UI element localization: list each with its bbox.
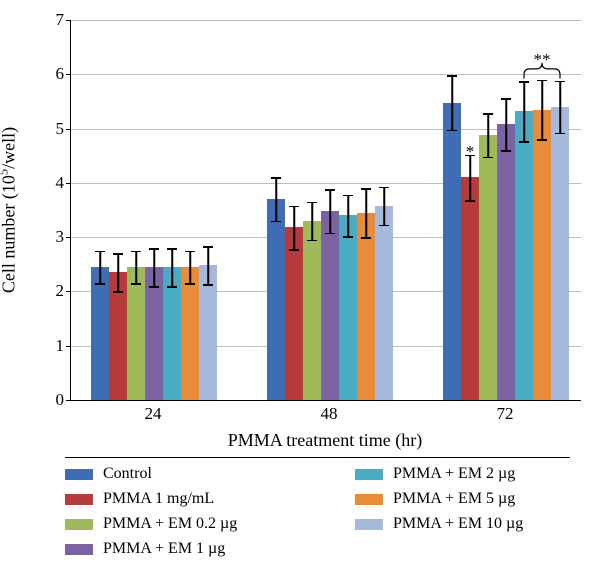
ytick-mark bbox=[66, 400, 71, 401]
bracket bbox=[71, 20, 581, 400]
legend-item-pmma: PMMA 1 mg/mL bbox=[65, 487, 237, 511]
plot-area: *** bbox=[70, 20, 581, 401]
legend-label: PMMA + EM 2 µg bbox=[393, 465, 515, 483]
legend-swatch bbox=[65, 494, 93, 505]
ytick-label: 4 bbox=[34, 173, 64, 193]
legend-divider bbox=[65, 457, 570, 458]
figure: *** Cell number (105/well) PMMA treatmen… bbox=[0, 0, 600, 562]
ytick-label: 6 bbox=[34, 64, 64, 84]
legend-swatch bbox=[355, 519, 383, 530]
legend-label: PMMA + EM 0.2 µg bbox=[103, 515, 237, 533]
legend-item-em1: PMMA + EM 1 µg bbox=[65, 537, 237, 561]
xtick-label: 48 bbox=[321, 404, 338, 424]
legend-column: Control PMMA 1 mg/mL PMMA + EM 0.2 µg PMMA … bbox=[65, 462, 237, 562]
x-axis-label: PMMA treatment time (hr) bbox=[228, 430, 422, 451]
legend-label: PMMA 1 mg/mL bbox=[103, 490, 214, 508]
ytick-label: 2 bbox=[34, 281, 64, 301]
ytick-label: 7 bbox=[34, 10, 64, 30]
legend-item-control: Control bbox=[65, 462, 237, 486]
legend-item-em02: PMMA + EM 0.2 µg bbox=[65, 512, 237, 536]
y-axis-label-sup: 5 bbox=[0, 169, 11, 175]
legend-label: PMMA + EM 10 µg bbox=[393, 515, 523, 533]
y-axis-label-pre: Cell number (10 bbox=[0, 175, 19, 293]
legend-label: Control bbox=[103, 465, 152, 483]
y-axis-label-suf: /well) bbox=[0, 127, 19, 169]
legend-label: PMMA + EM 5 µg bbox=[393, 490, 515, 508]
legend-swatch bbox=[355, 494, 383, 505]
legend-column: PMMA + EM 2 µg PMMA + EM 5 µg PMMA + EM 10… bbox=[355, 462, 523, 537]
legend-item-em2: PMMA + EM 2 µg bbox=[355, 462, 523, 486]
legend-swatch bbox=[355, 469, 383, 480]
y-axis-label: Cell number (105/well) bbox=[0, 60, 20, 360]
ytick-label: 0 bbox=[34, 390, 64, 410]
legend-swatch bbox=[65, 519, 93, 530]
ytick-label: 5 bbox=[34, 119, 64, 139]
legend-item-em5: PMMA + EM 5 µg bbox=[355, 487, 523, 511]
ytick-label: 3 bbox=[34, 227, 64, 247]
legend-swatch bbox=[65, 469, 93, 480]
legend-label: PMMA + EM 1 µg bbox=[103, 540, 225, 558]
xtick-label: 72 bbox=[497, 404, 514, 424]
xtick-label: 24 bbox=[145, 404, 162, 424]
legend-item-em10: PMMA + EM 10 µg bbox=[355, 512, 523, 536]
ytick-label: 1 bbox=[34, 336, 64, 356]
legend-swatch bbox=[65, 544, 93, 555]
